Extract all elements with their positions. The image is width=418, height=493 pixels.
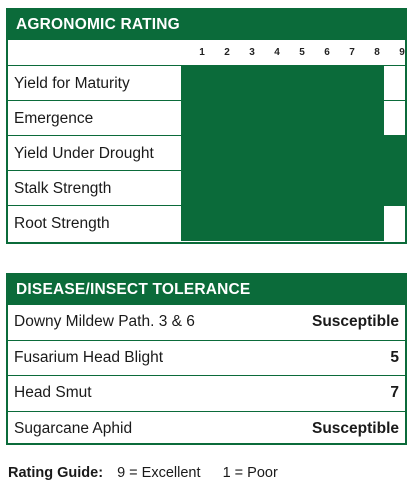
trait-row: Yield for Maturity	[8, 66, 405, 101]
tolerance-row: Downy Mildew Path. 3 & 6 Susceptible	[8, 305, 405, 341]
tolerance-label: Head Smut	[14, 384, 92, 402]
scale-tick-4: 4	[274, 47, 280, 58]
scale-tick-2: 2	[224, 47, 230, 58]
trait-rating-bar	[182, 136, 405, 170]
scale-tick-9: 9	[399, 47, 405, 58]
scale-tick-3: 3	[249, 47, 255, 58]
tolerance-value: 5	[390, 348, 399, 366]
agronomic-trait-list: Yield for Maturity Emergence Yield Under…	[8, 66, 405, 241]
rating-guide-low: 1 = Poor	[222, 465, 278, 481]
trait-label: Stalk Strength	[14, 180, 112, 197]
trait-row: Yield Under Drought	[8, 136, 405, 171]
scale-tick-1: 1	[199, 47, 205, 58]
trait-rating-track	[181, 101, 405, 135]
trait-rating-track	[181, 206, 405, 241]
tolerance-value: Susceptible	[312, 420, 399, 438]
scale-tick-5: 5	[299, 47, 305, 58]
tolerance-value: 7	[390, 384, 399, 402]
trait-row: Emergence	[8, 101, 405, 136]
trait-rating-track	[181, 171, 405, 205]
trait-rating-bar	[182, 171, 405, 205]
scale-tick-6: 6	[324, 47, 330, 58]
tolerance-label: Sugarcane Aphid	[14, 420, 133, 438]
trait-rating-bar	[182, 206, 384, 241]
trait-label: Yield for Maturity	[14, 75, 130, 92]
trait-row: Stalk Strength	[8, 171, 405, 206]
tolerance-row: Head Smut 7	[8, 376, 405, 412]
rating-guide: Rating Guide: 9 = Excellent 1 = Poor	[8, 465, 296, 481]
trait-rating-bar	[182, 101, 384, 135]
trait-rating-track	[181, 136, 405, 170]
agronomic-rating-panel: AGRONOMIC RATING 1 2 3 4 5 6 7 8 9 Yield for Mat…	[6, 8, 407, 244]
trait-row: Root Strength	[8, 206, 405, 241]
agronomic-rating-title: AGRONOMIC RATING	[8, 10, 405, 40]
tolerance-label: Downy Mildew Path. 3 & 6	[14, 313, 195, 331]
scale-tick-7: 7	[349, 47, 355, 58]
rating-guide-title: Rating Guide:	[8, 465, 104, 481]
trait-label: Yield Under Drought	[14, 145, 154, 162]
tolerance-row: Sugarcane Aphid Susceptible	[8, 412, 405, 448]
trait-label: Emergence	[14, 110, 94, 127]
rating-guide-high: 9 = Excellent	[117, 465, 201, 481]
trait-label: Root Strength	[14, 215, 110, 232]
tolerance-value: Susceptible	[312, 313, 399, 331]
scale-tick-8: 8	[374, 47, 380, 58]
trait-rating-track	[181, 66, 405, 100]
trait-rating-bar	[182, 66, 384, 100]
tolerance-label: Fusarium Head Blight	[14, 348, 164, 366]
disease-insect-tolerance-panel: DISEASE/INSECT TOLERANCE Downy Mildew Pa…	[6, 273, 407, 445]
tolerance-row: Fusarium Head Blight 5	[8, 341, 405, 376]
disease-tolerance-title: DISEASE/INSECT TOLERANCE	[8, 275, 405, 305]
rating-scale-header: 1 2 3 4 5 6 7 8 9	[8, 40, 405, 66]
